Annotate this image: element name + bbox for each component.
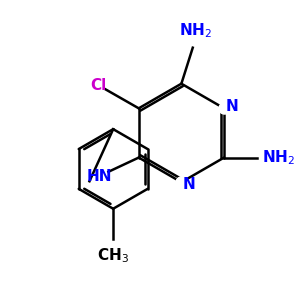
Text: CH$_3$: CH$_3$ xyxy=(97,247,129,265)
Text: NH$_2$: NH$_2$ xyxy=(179,21,212,40)
Text: HN: HN xyxy=(86,169,112,184)
Text: NH$_2$: NH$_2$ xyxy=(262,148,295,167)
Text: Cl: Cl xyxy=(90,78,106,93)
Text: N: N xyxy=(225,99,238,114)
Text: N: N xyxy=(183,177,195,192)
